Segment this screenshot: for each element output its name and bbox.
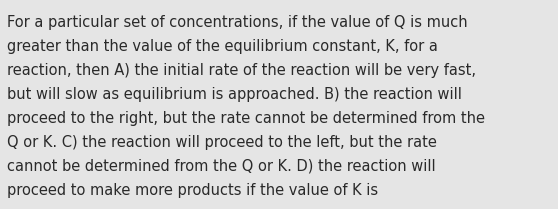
Text: Q or K. C) the reaction will proceed to the left, but the rate: Q or K. C) the reaction will proceed to … (7, 135, 437, 150)
Text: cannot be determined from the Q or K. D) the reaction will: cannot be determined from the Q or K. D)… (7, 159, 436, 174)
Text: but will slow as equilibrium is approached. B) the reaction will: but will slow as equilibrium is approach… (7, 87, 462, 102)
Text: For a particular set of concentrations, if the value of Q is much: For a particular set of concentrations, … (7, 15, 468, 30)
Text: proceed to the right, but the rate cannot be determined from the: proceed to the right, but the rate canno… (7, 111, 485, 126)
Text: proceed to make more products if the value of K is: proceed to make more products if the val… (7, 183, 378, 198)
Text: reaction, then A) the initial rate of the reaction will be very fast,: reaction, then A) the initial rate of th… (7, 63, 477, 78)
Text: greater than the value of the equilibrium constant, K, for a: greater than the value of the equilibriu… (7, 39, 438, 54)
